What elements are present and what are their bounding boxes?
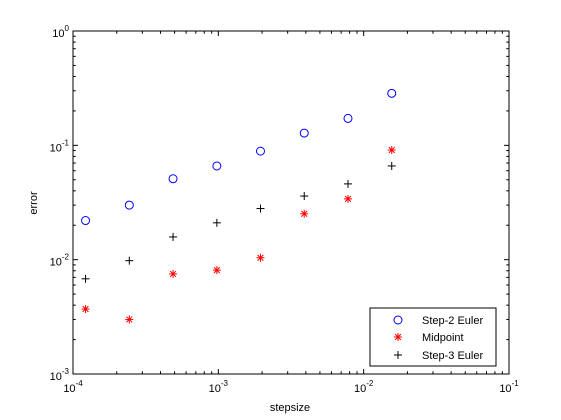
data-point-plus bbox=[343, 179, 352, 188]
data-point-asterisk bbox=[125, 315, 134, 324]
data-point-circle bbox=[387, 88, 397, 98]
data-point-asterisk bbox=[169, 269, 178, 278]
data-point-asterisk bbox=[256, 253, 265, 262]
data-point-asterisk bbox=[343, 194, 352, 203]
y-tick-label: 10-3 bbox=[50, 367, 70, 383]
data-point-plus bbox=[256, 204, 265, 213]
data-point-plus bbox=[300, 192, 309, 201]
data-point-asterisk bbox=[212, 266, 221, 275]
data-point-circle bbox=[255, 146, 265, 156]
legend-label: Step-3 Euler bbox=[422, 350, 483, 362]
x-tick-label: 10-1 bbox=[499, 379, 519, 395]
legend: Step-2 Euler Midpoint Step-3 Euler bbox=[369, 307, 497, 367]
data-point-circle bbox=[124, 200, 134, 210]
x-tick-label: 10-4 bbox=[63, 379, 83, 395]
data-point-circle bbox=[81, 216, 91, 226]
x-tick-label: 10-2 bbox=[354, 379, 374, 395]
data-point-asterisk bbox=[81, 305, 90, 314]
data-point-plus bbox=[125, 256, 134, 265]
x-tick-label: 10-3 bbox=[209, 379, 229, 395]
legend-label: Midpoint bbox=[422, 332, 464, 344]
y-tick-label: 10-2 bbox=[50, 253, 70, 269]
data-point-circle bbox=[168, 174, 178, 184]
y-axis-title: error bbox=[28, 191, 40, 215]
data-point-asterisk bbox=[387, 146, 396, 155]
legend-marker-plus bbox=[394, 351, 402, 359]
data-marks bbox=[81, 88, 397, 324]
legend-marker-circle bbox=[393, 315, 403, 325]
y-tick-label: 10-1 bbox=[50, 138, 70, 154]
y-tick-label: 100 bbox=[52, 24, 69, 40]
data-point-asterisk bbox=[300, 209, 309, 218]
data-point-circle bbox=[343, 113, 353, 123]
legend-marker-asterisk bbox=[394, 333, 402, 341]
x-axis-title: stepsize bbox=[270, 402, 310, 414]
data-point-plus bbox=[387, 161, 396, 170]
legend-label: Step-2 Euler bbox=[422, 315, 483, 327]
data-point-plus bbox=[212, 218, 221, 227]
data-point-circle bbox=[212, 161, 222, 171]
legend-box bbox=[369, 307, 497, 367]
data-point-plus bbox=[81, 274, 90, 283]
data-point-circle bbox=[299, 128, 309, 138]
data-point-plus bbox=[169, 232, 178, 241]
